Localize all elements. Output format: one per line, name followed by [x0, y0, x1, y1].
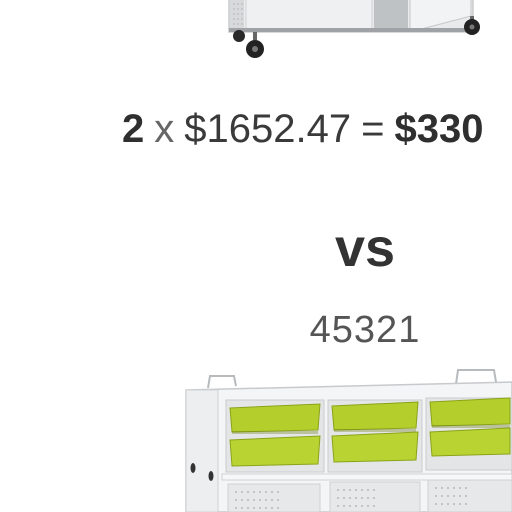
total-price: $330 [394, 107, 483, 151]
equals-sign: = [361, 107, 384, 151]
unit-price: $1652.47 [184, 107, 351, 151]
times-sign: x [154, 107, 174, 151]
top-cabinet-image [0, 0, 512, 70]
vs-separator: vs [0, 218, 512, 278]
quantity: 2 [122, 107, 144, 151]
price-equation: 2 x $1652.47 = $330 [122, 104, 483, 154]
bottom-cabinet-image [0, 360, 512, 512]
product-code: 45321 [0, 308, 512, 352]
